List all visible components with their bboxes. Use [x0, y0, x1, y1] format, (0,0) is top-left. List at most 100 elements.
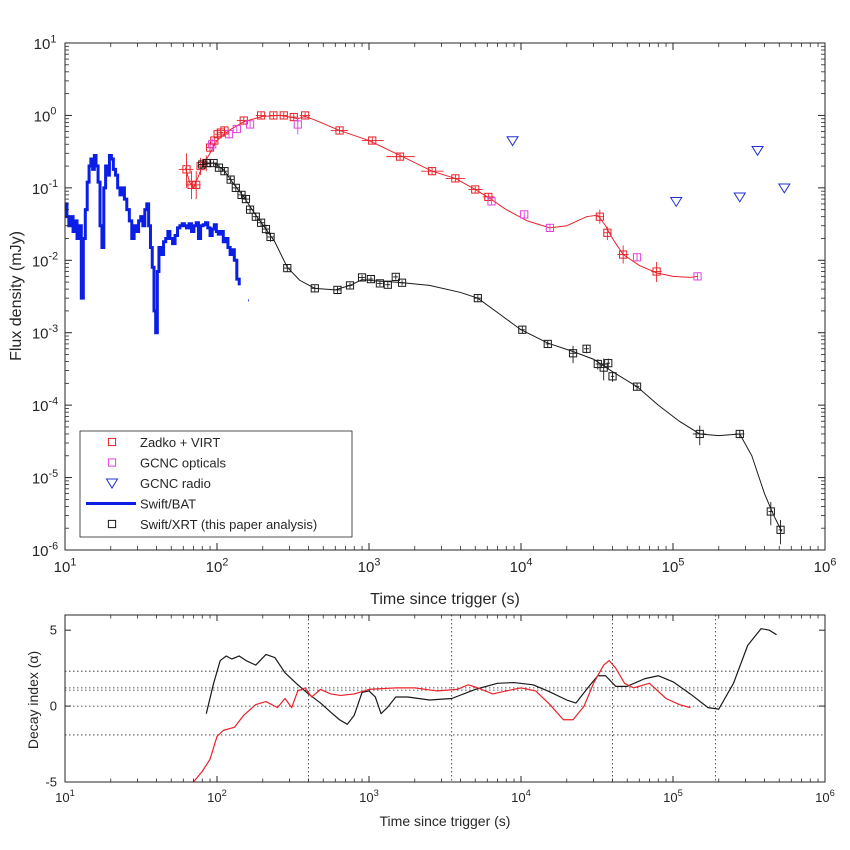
x-tick-label: 102: [207, 788, 227, 805]
data-point: [256, 218, 266, 227]
data-point: [357, 273, 367, 282]
data-point: [427, 167, 437, 176]
data-point: [735, 429, 744, 439]
x-tick-label: 104: [511, 788, 531, 805]
data-point: [619, 250, 628, 259]
data-point: [256, 111, 266, 120]
data-point: [368, 136, 377, 145]
top-panel: 101 102 103 104 105 106 10-6 10-5 10-4 10-3 10-2 10…: [8, 33, 836, 608]
legend: Zadko + VIRT GCNC opticals GCNC radio Swift…: [79, 430, 353, 538]
data-point: [251, 212, 260, 221]
data-point: [375, 279, 385, 288]
bottom-axes-box: [64, 614, 826, 783]
bottom-panel: 101 102 103 104 105 106 -5 0 5 Time since trigge…: [25, 614, 835, 829]
legend-entries: Zadko + VIRT GCNC opticals GCNC radio Swift…: [86, 435, 317, 532]
series-gcnc-opticals: [208, 117, 702, 281]
series-swift-xrt-this-paper-analysis: [198, 158, 785, 545]
x-tick-label: 103: [358, 556, 381, 576]
data-point: [335, 126, 344, 135]
data-point: [693, 272, 702, 281]
top-axes-box: [64, 42, 826, 551]
legend-marker: [107, 458, 117, 467]
data-point: [383, 280, 392, 289]
data-point: [182, 165, 191, 174]
bottom-axis-ticks: 101 102 103 104 105 106 -5 0 5: [45, 615, 835, 805]
legend-marker: [107, 519, 117, 529]
legend-label: GCNC opticals: [140, 456, 226, 471]
data-point: [473, 294, 482, 303]
x-tick-label: 103: [359, 788, 379, 805]
x-tick-label: 105: [663, 788, 683, 805]
data-point: [397, 278, 407, 287]
data-point: [608, 372, 617, 381]
top-data-series: [65, 111, 791, 545]
data-point: [733, 192, 747, 203]
y-tick-label: 10-1: [32, 178, 58, 198]
data-point: [198, 160, 207, 169]
y-tick-label: 5: [50, 623, 57, 638]
data-point: [226, 175, 235, 184]
bottom-data-series: [192, 628, 777, 783]
data-point: [237, 190, 246, 199]
y-tick-label: 10-5: [32, 468, 58, 488]
data-point: [209, 158, 218, 168]
series-gcnc-radio: [506, 136, 791, 208]
data-point: [777, 183, 791, 194]
x-tick-label: 102: [206, 556, 229, 576]
x-tick-label: 106: [814, 556, 837, 576]
y-tick-label: 0: [50, 699, 57, 714]
data-point: [604, 359, 613, 368]
data-point: [669, 197, 683, 208]
data-point: [632, 382, 642, 391]
data-point: [518, 325, 527, 334]
data-point: [766, 507, 775, 516]
data-point: [345, 281, 355, 290]
x-tick-label: 101: [54, 556, 77, 576]
data-point: [192, 180, 201, 189]
data-point: [751, 145, 764, 157]
data-point: [366, 274, 376, 284]
data-point: [603, 228, 612, 237]
data-point: [293, 120, 302, 129]
top-axis-ticks: 101 102 103 104 105 106 10-6 10-5 10-4 10-3 10-2 10…: [32, 33, 837, 576]
y-tick-label: 10-3: [32, 323, 58, 343]
data-point: [220, 167, 229, 176]
data-point: [208, 140, 217, 149]
x-tick-label: 106: [815, 788, 835, 805]
data-point: [652, 267, 661, 276]
x-tick-label: 104: [510, 556, 533, 576]
legend-box: [79, 430, 353, 538]
y-tick-label: 10-4: [32, 395, 58, 415]
data-point: [543, 339, 552, 349]
legend-label: Swift/BAT: [140, 497, 196, 512]
model-curve-1: [202, 162, 783, 532]
x-tick-label: 105: [662, 556, 685, 576]
data-point: [506, 136, 519, 147]
y-tick-label: 101: [34, 33, 57, 53]
data-point: [487, 197, 496, 206]
top-y-axis-label: Flux density (mJy): [8, 231, 25, 361]
data-point: [333, 285, 342, 295]
data-point: [245, 205, 255, 214]
data-point: [471, 185, 480, 194]
legend-marker: [105, 478, 119, 489]
data-point: [310, 284, 319, 293]
data-point: [545, 223, 555, 232]
x-tick-label: 101: [55, 788, 75, 805]
data-point: [632, 253, 642, 262]
data-point: [231, 183, 240, 192]
y-tick-label: 10-2: [32, 251, 58, 271]
data-point: [279, 111, 288, 120]
bottom-y-axis-label: Decay index (α): [25, 651, 41, 749]
data-point: [599, 363, 608, 372]
data-point: [451, 174, 460, 183]
data-point: [695, 429, 704, 439]
legend-label: Swift/XRT (this paper analysis): [140, 517, 317, 532]
data-point: [301, 111, 310, 120]
y-tick-label: 10-6: [32, 540, 58, 560]
data-point: [196, 161, 205, 171]
bat-lightcurve-line: [65, 153, 241, 335]
series-swift-bat: [65, 153, 249, 335]
